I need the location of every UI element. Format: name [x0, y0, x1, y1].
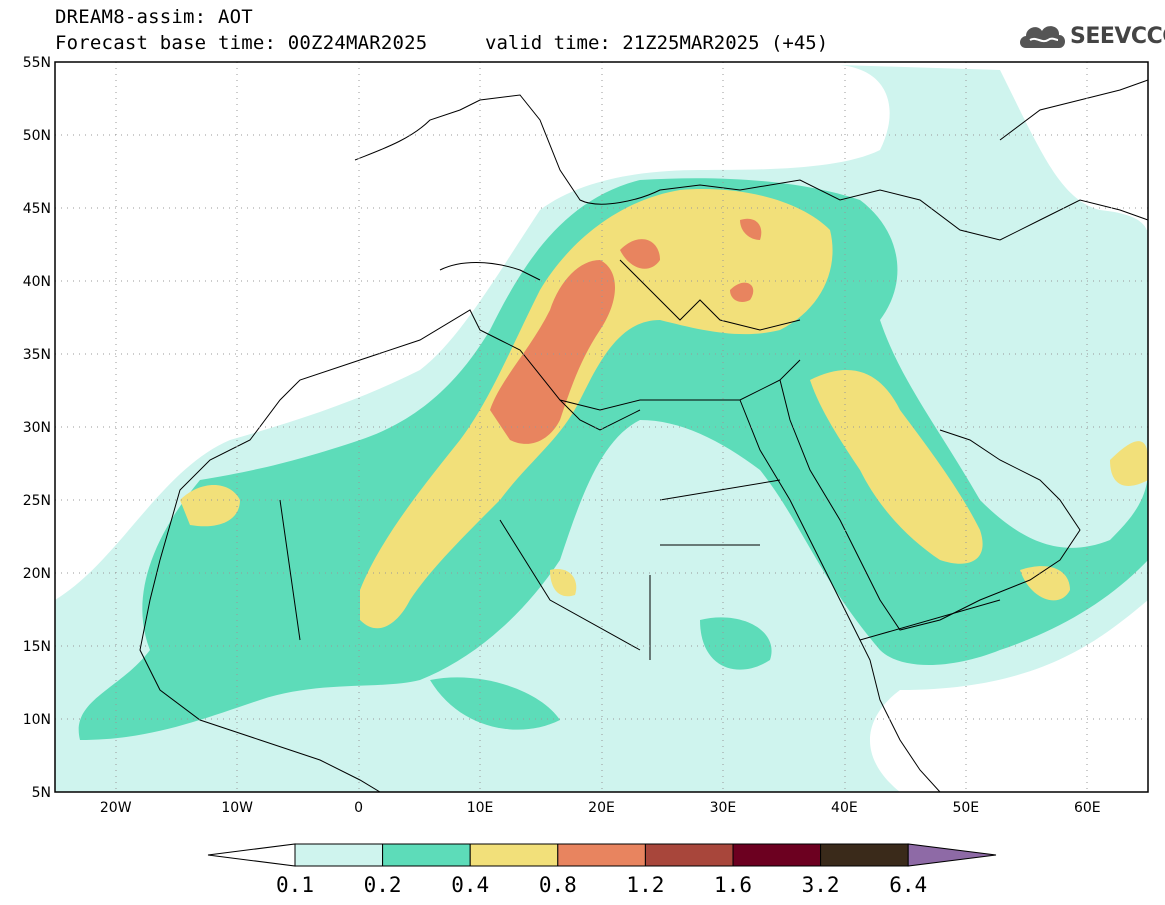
colorbar-segment: [469, 843, 559, 867]
chart-title: DREAM8-assim: AOT: [55, 6, 253, 28]
colorbar-segment: [644, 843, 734, 867]
lon-tick-label: 0: [354, 800, 363, 816]
lat-tick-label: 10N: [23, 712, 51, 728]
colorbar-label: 3.2: [802, 873, 840, 897]
lat-tick-label: 15N: [23, 639, 51, 655]
lon-tick-label: 20E: [588, 800, 615, 816]
colorbar-label: 0.4: [451, 873, 489, 897]
colorbar-label: 0.2: [364, 873, 402, 897]
colorbar-label: 1.6: [714, 873, 752, 897]
colorbar-label: 1.2: [626, 873, 664, 897]
lon-tick-label: 30E: [710, 800, 737, 816]
colorbar-label: 0.1: [276, 873, 314, 897]
colorbar-segment: [732, 843, 822, 867]
lon-tick-label: 10E: [467, 800, 494, 816]
lon-tick-label: 40E: [831, 800, 858, 816]
aot-field: [55, 65, 1148, 792]
lat-axis: 55N 50N 45N 40N 35N 30N 25N 20N 15N 10N 5N: [23, 55, 51, 801]
lon-tick-label: 10W: [221, 800, 253, 816]
lat-tick-label: 20N: [23, 566, 51, 582]
lat-tick-label: 25N: [23, 493, 51, 509]
lat-tick-label: 55N: [23, 55, 51, 71]
colorbar-segment: [557, 843, 646, 867]
lon-axis: 20W 10W 0 10E 20E 30E 40E 50E 60E: [100, 800, 1101, 816]
aot-band-0-2: [78, 178, 1148, 740]
lat-tick-label: 30N: [23, 420, 51, 436]
logo-text: SEEVCCC: [1070, 24, 1165, 49]
colorbar-segment: [294, 843, 384, 867]
cloud-icon: [1020, 26, 1065, 48]
map-frame: [54, 61, 1149, 793]
aot-band-0-8: [490, 218, 762, 444]
colorbar-segment: [820, 843, 909, 867]
lon-tick-label: 60E: [1074, 800, 1101, 816]
lat-tick-label: 50N: [23, 128, 51, 144]
colorbar-over-arrow: [907, 843, 997, 867]
lon-tick-label: 50E: [952, 800, 979, 816]
valid-time: valid time: 21Z25MAR2025 (+45): [485, 32, 829, 54]
lon-tick-label: 20W: [100, 800, 132, 816]
lat-tick-label: 40N: [23, 274, 51, 290]
lat-tick-label: 45N: [23, 201, 51, 217]
seevccc-logo: SEEVCCC: [1016, 18, 1165, 58]
aot-band-0-4: [180, 189, 1148, 629]
colorbar-labels: 0.1 0.2 0.4 0.8 1.2 1.6 3.2 6.4: [276, 873, 927, 897]
lat-tick-label: 5N: [32, 785, 51, 801]
colorbar-segment: [382, 843, 471, 867]
colorbar-label: 0.8: [539, 873, 577, 897]
lat-tick-label: 35N: [23, 347, 51, 363]
colorbar-under-arrow: [207, 843, 296, 867]
base-time: Forecast base time: 00Z24MAR2025: [55, 32, 428, 54]
coastlines: [139, 79, 1148, 792]
colorbar: [207, 843, 997, 867]
colorbar-label: 6.4: [889, 873, 927, 897]
graticule: [55, 62, 1148, 792]
